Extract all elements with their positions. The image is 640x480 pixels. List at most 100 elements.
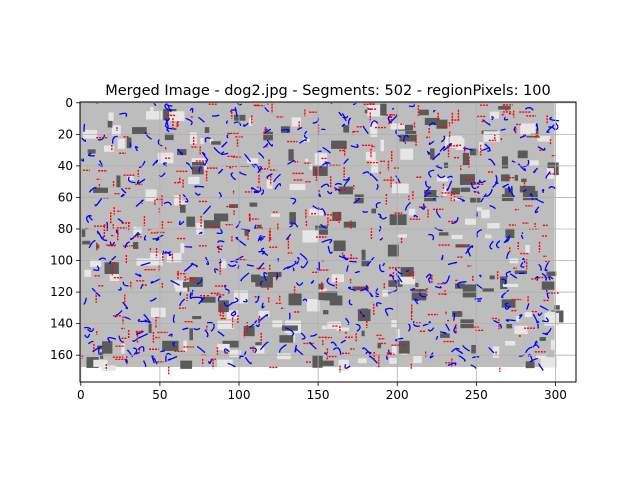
- segment-boundary: [488, 158, 496, 166]
- segment-boundary: [122, 301, 129, 310]
- segment-boundary: [138, 333, 149, 339]
- segment-boundary: [544, 261, 549, 272]
- y-tick-label: 20: [58, 127, 73, 141]
- image-region: [546, 311, 556, 317]
- segment-boundary: [264, 107, 269, 113]
- image-region: [451, 234, 463, 240]
- segment-boundary: [341, 113, 349, 119]
- segment-boundary: [167, 105, 172, 112]
- segment-boundary: [278, 344, 287, 353]
- segment-boundary: [310, 333, 318, 337]
- image-region: [397, 234, 407, 238]
- image-region: [147, 259, 162, 266]
- image-region: [387, 244, 399, 257]
- image-region: [211, 141, 221, 145]
- segment-boundary: [480, 193, 487, 203]
- segment-boundary: [394, 268, 403, 275]
- segment-boundary: [320, 223, 328, 230]
- segment-boundary: [316, 261, 320, 271]
- segment-boundary: [162, 250, 172, 254]
- image-region: [390, 123, 405, 130]
- image-region: [289, 212, 296, 225]
- segment-boundary: [227, 362, 236, 368]
- segment-boundary: [211, 114, 220, 117]
- segment-boundary: [541, 272, 548, 281]
- image-region: [107, 120, 113, 128]
- segment-boundary: [429, 352, 435, 359]
- segment-boundary: [534, 342, 538, 344]
- segment-boundary: [524, 107, 534, 111]
- segment-boundary: [457, 354, 466, 362]
- segment-boundary: [346, 264, 350, 272]
- image-region: [258, 310, 270, 318]
- segment-boundary: [135, 330, 144, 335]
- segment-boundary: [238, 171, 247, 176]
- image-region: [336, 327, 350, 331]
- segment-boundary: [327, 245, 333, 254]
- segment-boundary: [170, 279, 180, 286]
- segment-boundary: [167, 355, 178, 361]
- segment-boundary: [385, 307, 394, 311]
- segment-boundary: [204, 137, 211, 143]
- segment-boundary: [233, 121, 242, 127]
- segment-boundary: [303, 130, 308, 140]
- segment-boundary: [451, 217, 459, 224]
- segment-boundary: [505, 251, 510, 259]
- image-region: [249, 118, 253, 126]
- segment-boundary: [517, 163, 526, 172]
- segment-boundary: [509, 273, 518, 279]
- segment-boundary: [442, 275, 451, 285]
- image-region: [318, 283, 324, 290]
- segment-boundary: [98, 257, 107, 261]
- segment-boundary: [426, 150, 430, 156]
- image-region: [398, 340, 410, 354]
- segment-boundary: [534, 340, 538, 346]
- segment-boundary: [135, 199, 144, 207]
- segment-boundary: [503, 234, 510, 243]
- image-region: [502, 283, 519, 287]
- segment-boundary: [182, 327, 189, 331]
- image-region: [469, 148, 478, 156]
- image-region: [281, 325, 298, 331]
- image-region: [204, 127, 210, 133]
- image-region: [371, 160, 379, 173]
- image-region: [408, 208, 416, 216]
- image-region: [145, 189, 157, 202]
- segment-boundary: [185, 162, 193, 170]
- segment-boundary: [529, 192, 534, 201]
- image-region: [554, 305, 560, 310]
- image-region: [174, 195, 182, 206]
- segment-boundary: [432, 109, 436, 113]
- segment-boundary: [522, 257, 526, 263]
- segment-boundary: [135, 352, 140, 355]
- segment-boundary: [404, 201, 411, 211]
- segment-boundary: [347, 286, 356, 292]
- segment-boundary: [439, 146, 446, 152]
- x-axis-ticks: 0 50 100 150 200 250 300: [77, 382, 567, 402]
- segment-boundary: [436, 209, 441, 219]
- segment-boundary: [496, 182, 499, 185]
- segment-boundary: [412, 321, 421, 327]
- segment-boundary: [244, 153, 252, 163]
- segment-boundary: [257, 165, 262, 174]
- image-region: [243, 325, 255, 337]
- segment-boundary: [542, 317, 549, 323]
- image-region: [291, 117, 301, 127]
- segment-boundary: [321, 239, 333, 244]
- segment-boundary: [546, 124, 555, 134]
- segment-boundary: [213, 147, 221, 155]
- segment-boundary: [292, 222, 299, 228]
- segment-boundary: [91, 287, 101, 297]
- segment-boundary: [263, 128, 271, 134]
- image-region: [312, 355, 323, 368]
- segment-boundary: [260, 280, 264, 286]
- segment-boundary: [163, 201, 172, 206]
- segment-boundary: [413, 214, 419, 218]
- segment-boundary: [140, 262, 151, 266]
- segment-boundary: [437, 174, 446, 179]
- image-region: [419, 109, 429, 116]
- segment-boundary: [159, 350, 165, 353]
- segment-boundary: [334, 182, 343, 186]
- segment-boundary: [467, 248, 472, 257]
